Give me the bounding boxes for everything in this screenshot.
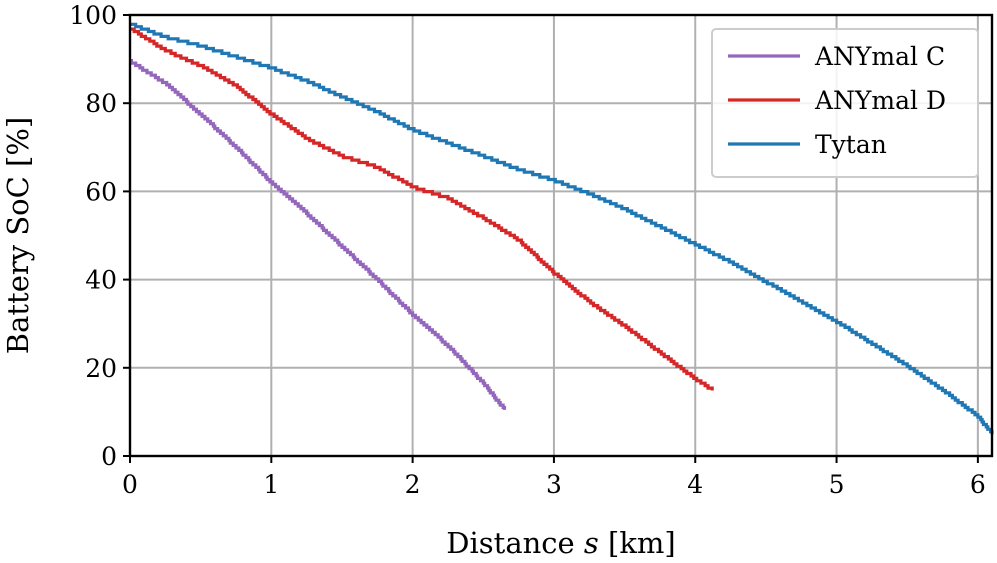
x-tick-label: 3 [546, 470, 562, 499]
x-tick-label: 4 [687, 470, 703, 499]
plot-frame [128, 13, 994, 458]
legend-label: Tytan [815, 130, 887, 159]
x-tick-label: 6 [970, 470, 986, 499]
y-tick-label: 40 [85, 266, 117, 295]
series-line-anymal-d [130, 27, 714, 391]
y-tick-label: 20 [85, 354, 117, 383]
x-axis-title-suffix: [km] [599, 526, 676, 560]
y-axis-title: Battery SoC [%] [1, 117, 35, 354]
series-layer [129, 22, 994, 435]
x-tick-label: 1 [263, 470, 279, 499]
x-axis-title: Distance s [km] [446, 526, 675, 560]
y-tick-label: 80 [85, 89, 117, 118]
x-axis-title-prefix: Distance [446, 526, 584, 560]
y-tick-label: 60 [85, 177, 117, 206]
series-line-tytan [130, 22, 994, 435]
legend-label: ANYmal D [814, 86, 946, 115]
x-tick-label: 5 [829, 470, 845, 499]
legend-box [711, 28, 979, 178]
y-tick-label: 100 [69, 1, 117, 30]
x-tick-label: 0 [122, 470, 138, 499]
x-axis-title-variable: s [584, 526, 599, 560]
y-axis-ticks: 0 20 40 60 80 100 [69, 1, 130, 471]
legend-label: ANYmal C [814, 42, 945, 71]
y-tick-label: 0 [101, 442, 117, 471]
x-axis-ticks: 0 1 2 3 4 5 6 [122, 456, 986, 499]
series-line-anymal-c [129, 59, 507, 410]
legend: ANYmal C ANYmal D Tytan [711, 28, 979, 178]
x-tick-label: 2 [405, 470, 421, 499]
